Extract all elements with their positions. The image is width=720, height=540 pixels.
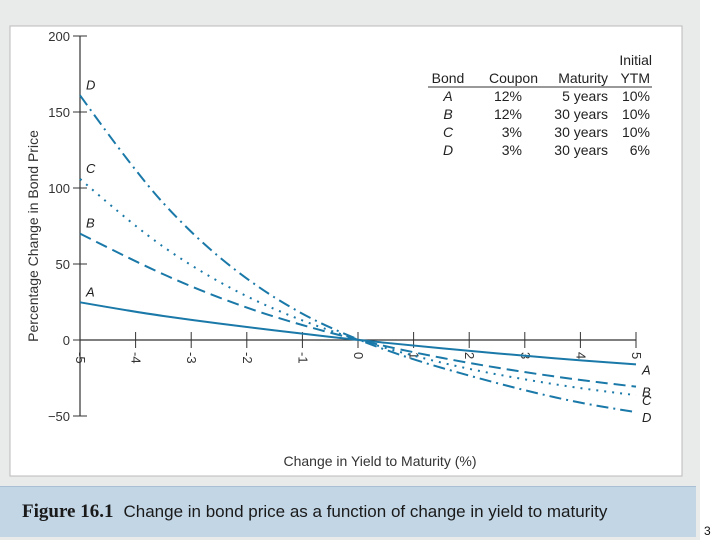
table-col-maturity: Maturity 5 years 30 years 30 years 30 ye… (540, 69, 608, 159)
table-cell: B (443, 106, 453, 122)
table-col-coupon: Coupon 12% 12% 3% 3% (478, 69, 538, 159)
x-tick-label: 0 (351, 352, 366, 359)
table-cell: 3% (501, 124, 522, 140)
table-header-coupon: Coupon (488, 70, 538, 86)
y-tick-label: 50 (56, 257, 70, 272)
caption-text: Change in bond price as a function of ch… (123, 502, 608, 521)
series-label-left: B (86, 216, 95, 231)
y-tick-label: 100 (48, 181, 70, 196)
series-label-right: A (641, 362, 651, 377)
series-label-left: D (86, 77, 95, 92)
table-cell: C (442, 124, 454, 140)
page-number: 3 (704, 524, 711, 538)
table-cell: 10% (621, 124, 650, 140)
x-tick-label: 1 (407, 352, 422, 359)
series-label-right: C (642, 393, 652, 408)
caption-bar: Figure 16.1 Change in bond price as a fun… (0, 486, 696, 537)
table-col-bond: Bond A B C D (424, 69, 472, 159)
x-tick-label: -5 (73, 352, 88, 364)
table-cell: 6% (629, 142, 650, 158)
series-line-d (79, 94, 637, 414)
table-cell: A (443, 88, 453, 104)
chart-area (9, 25, 683, 477)
table-cell: 10% (621, 88, 650, 104)
table-cell: 10% (621, 106, 650, 122)
series-label-right: D (642, 410, 651, 425)
y-tick-label: −50 (48, 409, 70, 424)
figure-caption: Figure 16.1 Change in bond price as a fun… (22, 501, 607, 523)
table-col-ytm: YTM 10% 10% 10% 6% (612, 69, 650, 159)
table-header-ytm: YTM (620, 70, 650, 86)
table-cell: 12% (493, 106, 522, 122)
x-tick-label: -1 (295, 352, 310, 364)
table-header-top: Initial (608, 51, 652, 69)
table-cell: 3% (501, 142, 522, 158)
table-header-maturity: Maturity (558, 70, 608, 86)
table-cell: D (442, 142, 454, 158)
table-cell: 30 years (554, 142, 608, 158)
table-cell: 30 years (554, 106, 608, 122)
x-tick-label: -3 (184, 352, 199, 364)
table-cell: 5 years (562, 88, 608, 104)
table-cell: 12% (493, 88, 522, 104)
table-header-bond: Bond (431, 70, 465, 86)
chart-series (79, 94, 637, 414)
figure-number: Figure 16.1 (22, 501, 114, 522)
x-tick-label: -4 (129, 352, 144, 364)
series-line-c (79, 178, 637, 397)
x-tick-label: 4 (573, 352, 588, 359)
y-axis-title: Percentage Change in Bond Price (25, 130, 41, 342)
x-tick-label: 2 (462, 352, 477, 359)
x-tick-label: -2 (240, 352, 255, 364)
table-rule (428, 86, 652, 88)
x-tick-label: 5 (629, 352, 644, 359)
y-tick-label: 200 (48, 29, 70, 44)
y-tick-label: 0 (63, 333, 70, 348)
y-tick-label: 150 (48, 105, 70, 120)
table-header-initial: Initial (619, 52, 652, 68)
series-label-right: B (642, 385, 651, 400)
series-label-left: C (86, 161, 96, 176)
x-axis-title: Change in Yield to Maturity (%) (284, 453, 477, 469)
series-label-left: A (85, 284, 95, 299)
table-cell: 30 years (554, 124, 608, 140)
